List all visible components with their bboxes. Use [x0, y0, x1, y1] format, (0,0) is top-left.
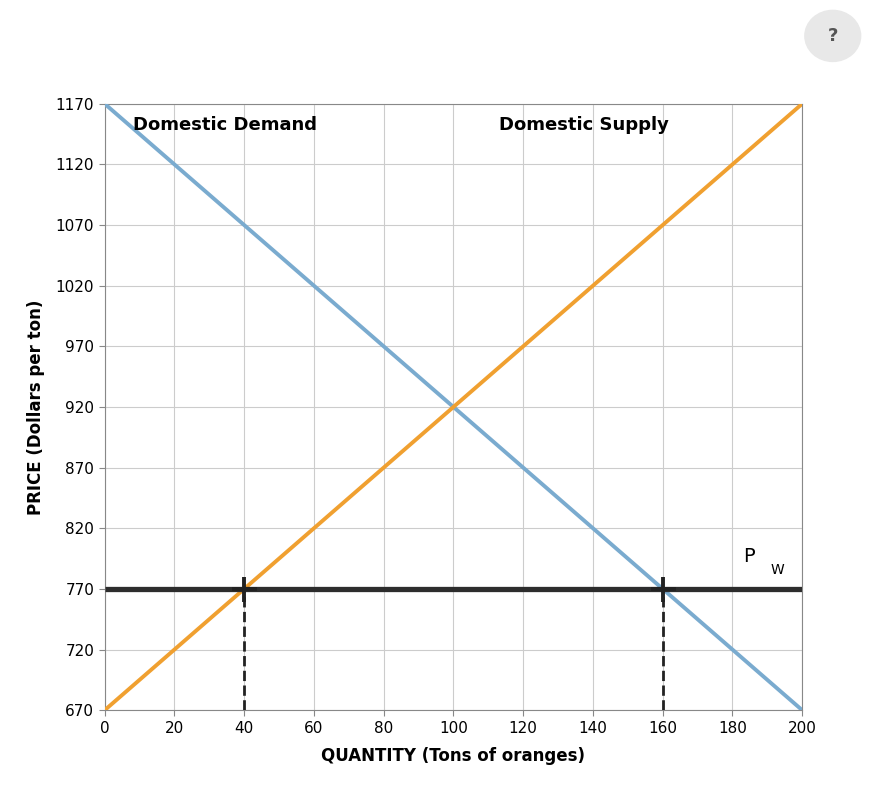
Text: Domestic Supply: Domestic Supply	[499, 117, 669, 134]
Text: Domestic Demand: Domestic Demand	[133, 117, 317, 134]
Text: W: W	[771, 563, 785, 578]
Text: P: P	[743, 547, 754, 567]
Y-axis label: PRICE (Dollars per ton): PRICE (Dollars per ton)	[27, 299, 44, 515]
X-axis label: QUANTITY (Tons of oranges): QUANTITY (Tons of oranges)	[322, 747, 585, 764]
Circle shape	[805, 10, 861, 61]
Text: ?: ?	[828, 27, 838, 45]
